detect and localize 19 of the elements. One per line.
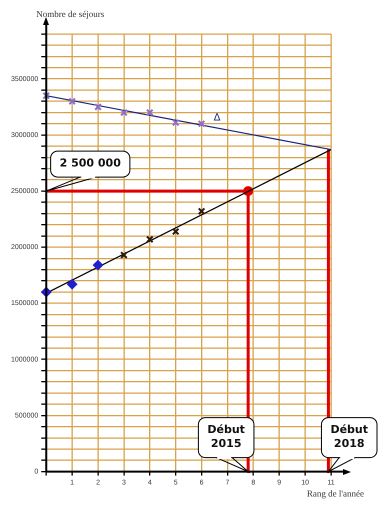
point [146,236,154,244]
point [94,103,102,111]
point [146,108,154,116]
annotation: Début 2015 [207,422,245,450]
point [198,207,206,216]
point [93,260,104,270]
point [68,97,76,106]
point [198,120,206,128]
annotation: 2 500 000 [60,156,122,170]
point [120,251,128,259]
annotation: Début 2018 [330,422,368,450]
series-label: Δ [214,112,221,124]
point [67,279,78,290]
y-axis-title: Nombre de séjours [36,8,105,19]
point [172,228,180,236]
point [120,108,128,116]
x-axis-title: Rang de l'année [306,488,364,498]
point [42,92,50,100]
point [172,118,180,126]
